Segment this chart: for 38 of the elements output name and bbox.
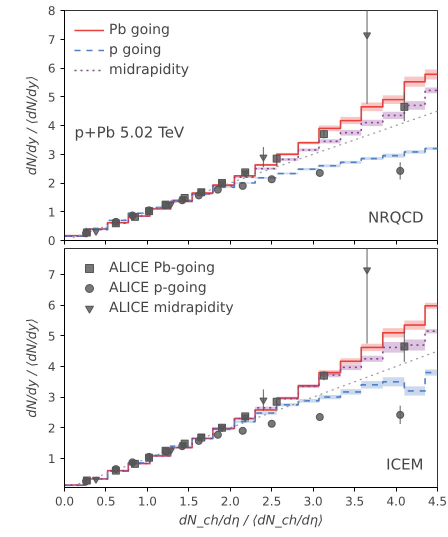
y-tick-label: 5 [48, 329, 56, 344]
y-tick-label: 4 [48, 360, 56, 374]
y-tick-label: 1 [48, 452, 56, 466]
y-tick-label: 4 [48, 119, 56, 133]
legend-label: ALICE Pb-going [109, 260, 216, 276]
y-tick-label: 1 [48, 205, 56, 220]
x-tick-label: 1.5 [179, 494, 198, 508]
legend-label: ALICE midrapidity [109, 300, 234, 316]
x-axis-title: dN_ch/dη / ⟨dN_ch/dη⟩ [178, 514, 324, 528]
annotation: NRQCD [368, 208, 424, 226]
y-tick-label: 2 [48, 176, 56, 190]
y-tick-label: 3 [48, 390, 56, 405]
x-tick-label: 1.0 [138, 494, 157, 508]
y-axis-title: dN/dy / ⟨dN/dy⟩ [24, 318, 40, 418]
y-axis-title: dN/dy / ⟨dN/dy⟩ [24, 76, 40, 176]
annotation: p+Pb 5.02 TeV [74, 123, 185, 142]
annotation: ICEM [386, 456, 424, 474]
legend-label: Pb going [109, 22, 170, 38]
x-tick-label: 4.0 [386, 494, 406, 508]
y-tick-label: 0 [48, 234, 56, 248]
legend-label: p going [109, 42, 162, 58]
x-tick-label: 4.5 [428, 494, 448, 508]
y-tick-label: 8 [48, 4, 56, 18]
legend-label: ALICE p-going [109, 280, 207, 296]
x-tick-label: 3.5 [345, 494, 364, 508]
x-tick-label: 2.5 [262, 494, 282, 508]
y-tick-label: 3 [48, 148, 56, 162]
y-tick-label: 2 [48, 421, 56, 436]
y-tick-label: 6 [48, 298, 56, 313]
y-tick-label: 5 [48, 90, 56, 104]
x-tick-label: 0.5 [96, 494, 116, 508]
x-tick-label: 3.0 [304, 494, 323, 508]
y-tick-label: 6 [48, 62, 56, 76]
x-tick-label: 2.0 [220, 494, 240, 508]
y-tick-label: 7 [48, 268, 56, 282]
y-tick-label: 7 [48, 32, 56, 47]
x-tick-label: 0.0 [54, 494, 74, 508]
legend-label: midrapidity [109, 62, 190, 78]
